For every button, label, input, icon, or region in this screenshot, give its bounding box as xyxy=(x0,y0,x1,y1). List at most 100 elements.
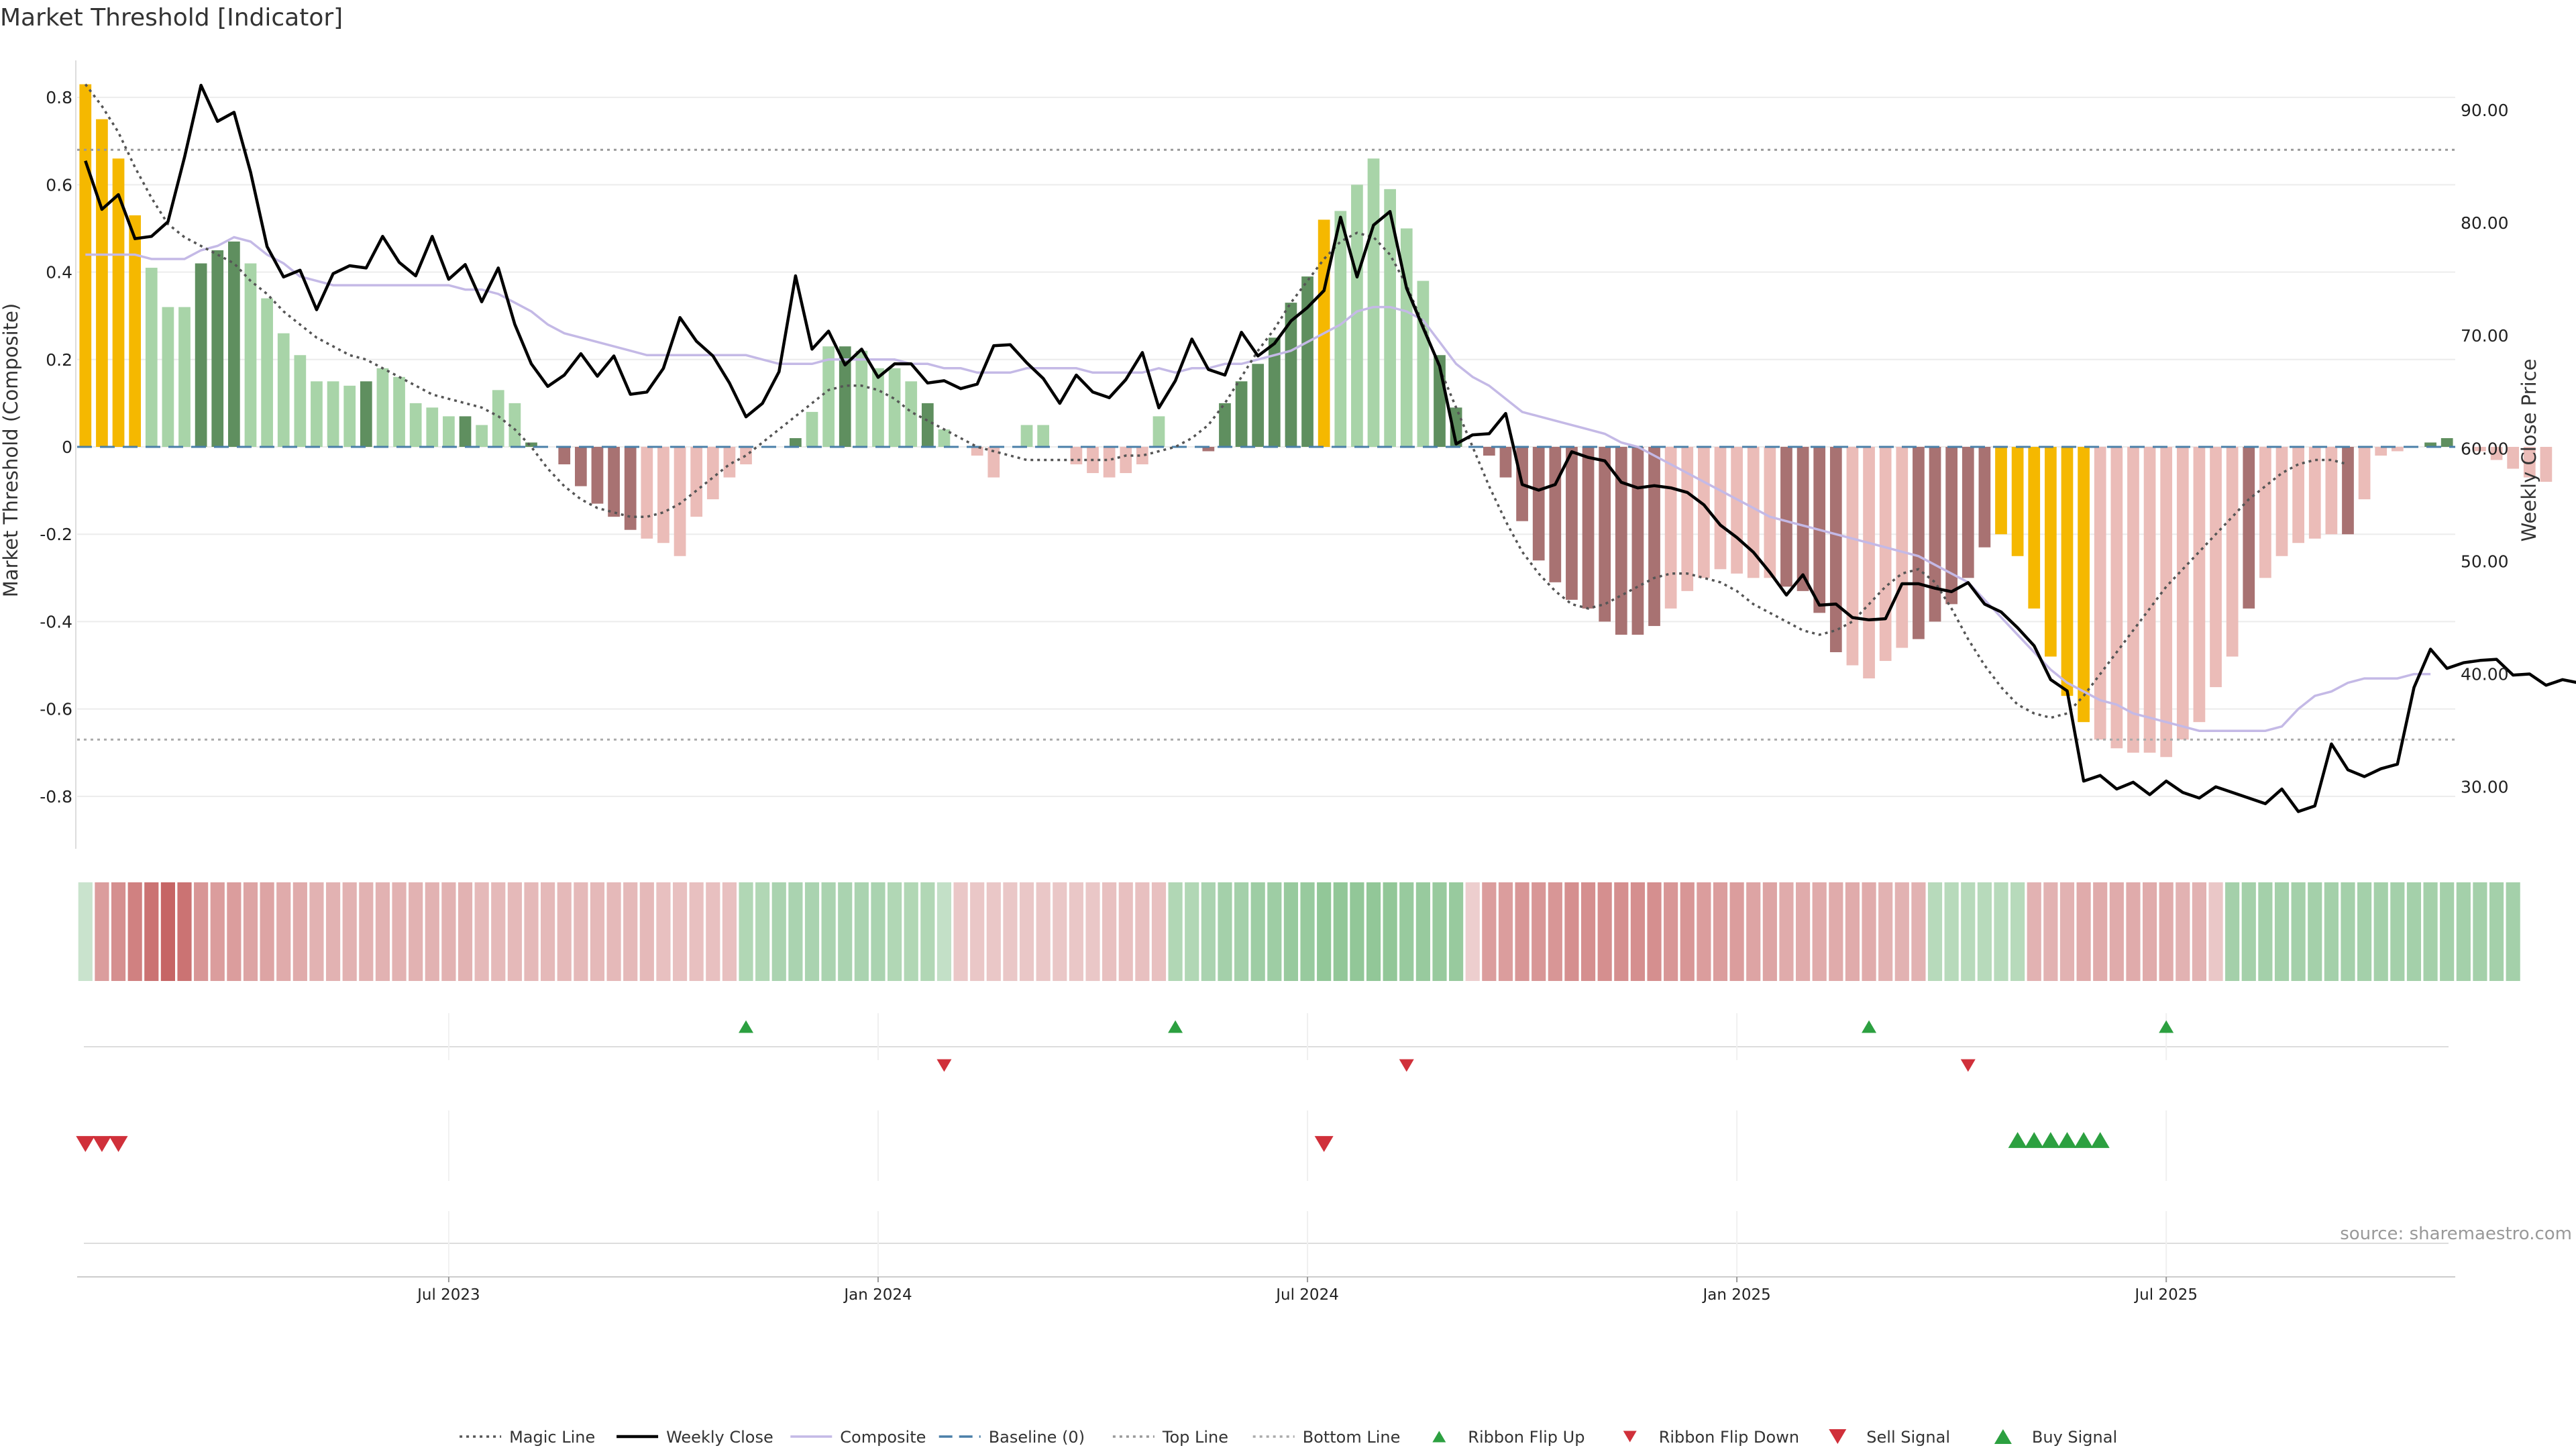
ribbon-cell xyxy=(1498,882,1513,981)
ribbon-cell xyxy=(507,882,522,981)
composite-bar xyxy=(2061,446,2074,696)
ribbon-cell xyxy=(2456,882,2471,981)
composite-bar xyxy=(1070,446,1083,465)
composite-bar xyxy=(112,158,125,447)
ribbon-cell xyxy=(2208,882,2223,981)
composite-bar xyxy=(1648,446,1660,626)
y2-tick-label: 30.00 xyxy=(2461,778,2509,797)
y-tick-label: 0.8 xyxy=(46,88,72,107)
composite-bar xyxy=(905,381,918,447)
ribbon-cell xyxy=(557,882,572,981)
y-tick-label: 0.6 xyxy=(46,175,72,195)
chart-title: Market Threshold [Indicator] xyxy=(0,4,343,32)
ribbon-cell xyxy=(1069,882,1083,981)
y-tick-label: -0.2 xyxy=(40,525,72,544)
composite-bar xyxy=(2011,446,2024,556)
ribbon-cell xyxy=(1564,882,1579,981)
composite-bar xyxy=(2490,446,2503,460)
ribbon-cell xyxy=(1102,882,1117,981)
x-tick-label: Jan 2024 xyxy=(843,1286,912,1304)
legend-label: Buy Signal xyxy=(2032,1428,2117,1447)
legend-label: Magic Line xyxy=(509,1428,595,1447)
ribbon-cell xyxy=(1762,882,1777,981)
axes-layer: 0.8 0.6 0.4 0.2 0 -0.2 -0.4 -0.6 -0.8 90.00 80.00 7… xyxy=(40,60,2509,849)
composite-bar xyxy=(2391,446,2404,452)
ribbon-cell xyxy=(2324,882,2339,981)
composite-bar xyxy=(591,446,604,504)
composite-bar xyxy=(1631,446,1644,635)
composite-bar xyxy=(1483,446,1495,456)
ribbon-cell xyxy=(904,882,918,981)
ribbon-cell xyxy=(2076,882,2091,981)
ribbon-cell xyxy=(2341,882,2355,981)
ribbon-cell xyxy=(1036,882,1051,981)
ribbon-cell xyxy=(739,882,753,981)
ribbon-cell xyxy=(1185,882,1199,981)
ribbon-cell xyxy=(804,882,820,981)
ribbon-cell xyxy=(541,882,555,981)
composite-bar xyxy=(938,429,951,447)
ribbon-cell xyxy=(1383,882,1397,981)
legend-label: Bottom Line xyxy=(1303,1428,1401,1447)
ribbon-cell xyxy=(1927,882,1943,981)
ribbon-cell xyxy=(95,882,109,981)
legend-label: Sell Signal xyxy=(1866,1428,1950,1447)
composite-bar xyxy=(1780,446,1792,587)
legend-swatch-marker xyxy=(1623,1431,1637,1443)
composite-bar xyxy=(1731,446,1743,574)
ribbon-cell xyxy=(160,882,175,981)
composite-bar xyxy=(1301,276,1313,447)
composite-bar xyxy=(492,390,504,447)
legend-label: Ribbon Flip Up xyxy=(1468,1428,1585,1447)
ribbon-cell xyxy=(1482,882,1497,981)
ribbon-cell xyxy=(2390,882,2405,981)
ribbon-cell xyxy=(1300,882,1315,981)
ribbon-cell xyxy=(2027,882,2041,981)
composite-bar xyxy=(1400,228,1413,447)
composite-bar xyxy=(558,446,571,465)
ribbon-cell xyxy=(2373,882,2388,981)
composite-bar xyxy=(244,263,257,447)
composite-bar xyxy=(1532,446,1545,561)
composite-bar xyxy=(574,446,587,486)
ribbon-cell xyxy=(1548,882,1562,981)
sell-signal-marker xyxy=(92,1136,111,1152)
composite-bar xyxy=(2078,446,2090,723)
composite-bar xyxy=(1962,446,1974,578)
composite-bar xyxy=(2292,446,2304,543)
composite-bar xyxy=(839,346,851,447)
ribbon-cell xyxy=(2176,882,2190,981)
ribbon-cell xyxy=(854,882,869,981)
legend-label: Baseline (0) xyxy=(989,1428,1085,1447)
ribbon-flip-up-marker xyxy=(1168,1020,1183,1033)
ribbon-cell xyxy=(359,882,374,981)
y-tick-label: -0.6 xyxy=(40,700,72,719)
magic-line xyxy=(84,83,2349,719)
composite-bar xyxy=(987,446,1000,478)
composite-bar xyxy=(178,307,191,447)
ribbon-cell xyxy=(1812,882,1827,981)
composite-bar xyxy=(1929,446,1941,622)
ribbon-cell xyxy=(706,882,720,981)
y-tick-label: -0.8 xyxy=(40,787,72,807)
ribbon-cell xyxy=(227,882,241,981)
composite-bar xyxy=(2275,446,2288,556)
composite-bar xyxy=(162,307,174,447)
ribbon-cell xyxy=(2142,882,2157,981)
x-tick-label: Jan 2025 xyxy=(1701,1286,1770,1304)
ribbon-cell xyxy=(276,882,291,981)
ribbon-cell xyxy=(1580,882,1596,981)
composite-bar xyxy=(1499,446,1512,478)
ribbon-cell xyxy=(2291,882,2306,981)
composite-bar xyxy=(2193,446,2206,723)
ribbon-cell xyxy=(1746,882,1761,981)
legend-label: Top Line xyxy=(1162,1428,1228,1447)
ribbon-cell xyxy=(689,882,704,981)
composite-bar xyxy=(1037,425,1050,447)
ribbon-cell xyxy=(953,882,968,981)
composite-bar xyxy=(2523,446,2536,478)
composite-bar xyxy=(2094,446,2106,740)
ribbon-cell xyxy=(1961,882,1976,981)
buy-signal-marker xyxy=(2041,1132,2060,1148)
legend-swatch-marker xyxy=(1994,1429,2012,1445)
